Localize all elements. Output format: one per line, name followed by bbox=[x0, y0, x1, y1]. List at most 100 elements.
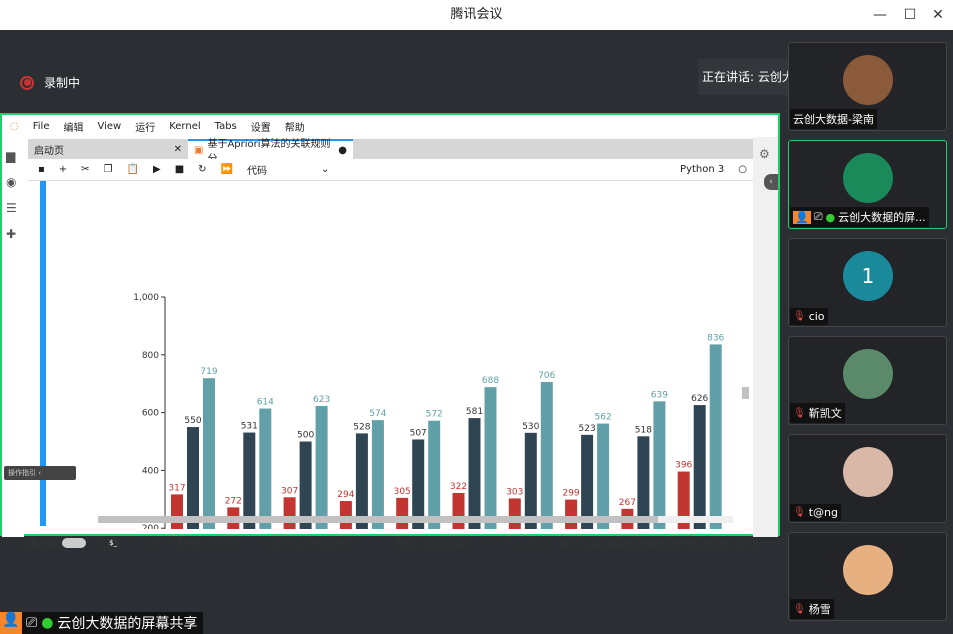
menu-tabs[interactable]: Tabs bbox=[214, 120, 237, 132]
avatar: 1 bbox=[843, 251, 893, 301]
bar bbox=[396, 497, 409, 529]
menu-file[interactable]: File bbox=[32, 120, 50, 132]
participant-name-bar: 🎙 杨雪 bbox=[790, 599, 834, 619]
bar bbox=[412, 439, 425, 529]
avatar bbox=[843, 349, 893, 399]
bar bbox=[709, 344, 722, 529]
paste-icon[interactable]: 📋 bbox=[126, 164, 139, 175]
data-label: 836 bbox=[707, 333, 724, 343]
gear-icon[interactable]: ⚙ bbox=[759, 147, 770, 161]
data-label: 294 bbox=[337, 490, 354, 500]
data-label: 572 bbox=[426, 410, 443, 420]
participant-name-bar: 云创大数据-梁南 bbox=[790, 109, 877, 129]
title-bar: 腾讯会议 bbox=[0, 0, 953, 30]
participant-name: 靳凯文 bbox=[808, 407, 842, 420]
horizontal-scrollbar[interactable] bbox=[98, 516, 733, 523]
participant-tile[interactable]: 🎙 杨雪 bbox=[788, 532, 947, 621]
maximize-button[interactable]: ☐ bbox=[903, 7, 917, 23]
save-icon[interactable]: ▪ bbox=[38, 164, 45, 175]
copy-icon[interactable]: ❐ bbox=[103, 164, 113, 175]
add-cell-icon[interactable]: + bbox=[58, 164, 68, 175]
bar bbox=[581, 434, 594, 529]
bar bbox=[693, 405, 706, 529]
data-label: 574 bbox=[369, 409, 386, 419]
menu-help[interactable]: 帮助 bbox=[284, 122, 305, 134]
menu-edit[interactable]: 编辑 bbox=[63, 122, 84, 134]
minimize-button[interactable]: — bbox=[873, 7, 887, 23]
mode-status: 模式: Command bbox=[396, 539, 471, 550]
data-label: 307 bbox=[281, 486, 298, 496]
notebook-area: 02004006008001,000P00025442317550719P000… bbox=[28, 181, 753, 529]
bar bbox=[171, 494, 183, 529]
collapse-panel-button[interactable]: ‹ bbox=[764, 174, 778, 190]
bar bbox=[283, 497, 296, 529]
guide-overlay[interactable]: 操作指引 ‹ bbox=[4, 466, 76, 480]
mic-icon: ● bbox=[41, 615, 54, 631]
y-tick-label: 800 bbox=[142, 351, 159, 361]
commands-icon[interactable]: ☰ bbox=[6, 201, 17, 215]
kernel-status-icon: ○ bbox=[738, 164, 747, 175]
guide-text: 操作指引 bbox=[8, 469, 36, 477]
screen-share-icon: ⎚ bbox=[26, 615, 38, 631]
cut-icon[interactable]: ✂ bbox=[81, 164, 90, 175]
window-title: 腾讯会议 bbox=[450, 7, 503, 22]
participant-tile[interactable]: 云创大数据-梁南 bbox=[788, 42, 947, 131]
bar bbox=[452, 492, 465, 529]
participant-tile[interactable]: 🎙 t@ng bbox=[788, 434, 947, 523]
y-tick-label: 1,000 bbox=[133, 293, 159, 303]
fast-forward-icon[interactable]: ⏩ bbox=[220, 164, 233, 175]
participant-tile[interactable]: 1 🎙 cio bbox=[788, 238, 947, 327]
sharer-name: 云创大数据的屏幕共享 bbox=[57, 616, 198, 632]
bar bbox=[653, 401, 666, 529]
participant-name-bar: 👤 ⎚ ● 云创大数据的屏... bbox=[790, 207, 929, 227]
cursor-position: 行 1，列 1 bbox=[501, 539, 549, 550]
record-icon bbox=[20, 75, 34, 90]
bar bbox=[371, 420, 384, 529]
cell-type-select[interactable]: 代码 bbox=[246, 166, 267, 177]
close-icon[interactable]: ✕ bbox=[173, 143, 182, 155]
bar bbox=[468, 418, 481, 529]
extension-icon[interactable]: ✚ bbox=[6, 227, 17, 241]
kernel-status[interactable]: Python 3 | Idle bbox=[168, 537, 237, 549]
data-label: 581 bbox=[466, 407, 483, 417]
run-icon[interactable]: ▶ bbox=[152, 164, 161, 175]
participant-name: 云创大数据-梁南 bbox=[793, 113, 874, 126]
y-tick-label: 600 bbox=[142, 409, 159, 419]
close-button[interactable]: ✕ bbox=[932, 7, 944, 23]
vertical-scrollbar[interactable] bbox=[742, 387, 749, 399]
recording-indicator[interactable]: 录制中 bbox=[20, 74, 80, 91]
tab-launcher[interactable]: 启动页 ✕ bbox=[28, 139, 188, 159]
participant-tile[interactable]: 🎙 靳凯文 bbox=[788, 336, 947, 425]
tab-label: 启动页 bbox=[34, 145, 64, 157]
running-icon[interactable]: ◉ bbox=[6, 175, 17, 189]
bar bbox=[597, 423, 610, 529]
tab-bar: 启动页 ✕ ▣基于Apriori算法的关联规则分● bbox=[28, 139, 753, 165]
participant-tile[interactable]: 👤 ⎚ ● 云创大数据的屏... bbox=[788, 140, 947, 229]
jupyter-logo-icon: ◌ bbox=[10, 120, 19, 132]
bar bbox=[565, 499, 578, 529]
tab-notebook[interactable]: ▣基于Apriori算法的关联规则分● bbox=[188, 139, 353, 165]
kernel-count[interactable]: 1 bbox=[130, 537, 137, 549]
menu-view[interactable]: View bbox=[97, 120, 122, 132]
kernel-name[interactable]: Python 3 bbox=[680, 164, 725, 175]
cpu-icon: ⊕ bbox=[148, 537, 157, 549]
folder-icon[interactable]: ▆ bbox=[6, 149, 16, 163]
unsaved-dot-icon[interactable]: ● bbox=[338, 144, 347, 156]
chevron-down-icon[interactable]: ⌄ bbox=[320, 164, 330, 175]
mic-muted-icon: 🎙 bbox=[793, 603, 806, 615]
bar-chart: 02004006008001,000P00025442317550719P000… bbox=[133, 293, 725, 529]
menu-run[interactable]: 运行 bbox=[135, 122, 156, 134]
bar bbox=[355, 433, 368, 529]
menu-settings[interactable]: 设置 bbox=[250, 122, 271, 134]
cell-collapser[interactable] bbox=[40, 181, 46, 526]
data-label: 507 bbox=[410, 428, 427, 438]
mic-muted-icon: 🎙 bbox=[793, 311, 806, 322]
stop-icon[interactable]: ■ bbox=[174, 164, 185, 175]
data-label: 299 bbox=[563, 489, 580, 499]
participant-name: 杨雪 bbox=[808, 603, 831, 616]
restart-icon[interactable]: ↻ bbox=[198, 164, 207, 175]
participant-name-bar: 🎙 靳凯文 bbox=[790, 403, 845, 423]
simple-mode-toggle[interactable] bbox=[62, 538, 87, 548]
terminal-count[interactable]: 0 bbox=[98, 537, 105, 549]
menu-kernel[interactable]: Kernel bbox=[169, 120, 201, 132]
